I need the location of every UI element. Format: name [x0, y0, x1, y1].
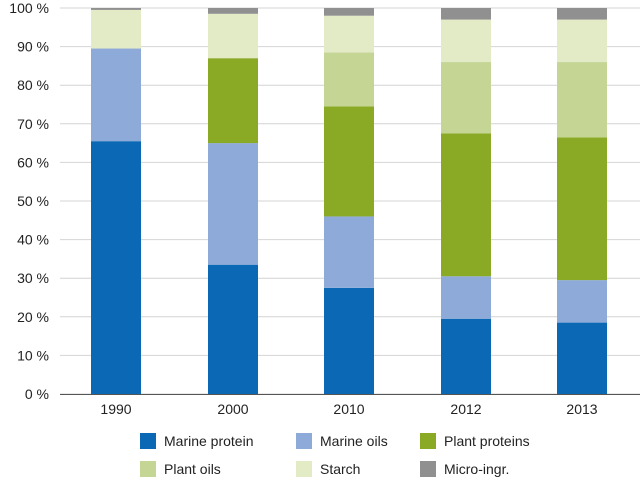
- bar-segment: [208, 58, 258, 144]
- legend-swatch: [296, 461, 312, 477]
- y-tick-label: 10 %: [17, 347, 49, 363]
- x-tick-label: 1990: [100, 401, 131, 417]
- legend-swatch: [420, 461, 436, 477]
- y-tick-label: 50 %: [17, 193, 49, 209]
- bar-segment: [208, 264, 258, 394]
- bar-segment: [208, 143, 258, 265]
- y-tick-label: 40 %: [17, 232, 49, 248]
- legend-swatch: [296, 433, 312, 449]
- bar-segment: [91, 48, 141, 142]
- bar-segment: [441, 8, 491, 20]
- bar-segment: [441, 19, 491, 63]
- legend-label: Micro-ingr.: [444, 461, 509, 477]
- y-tick-label: 90 %: [17, 39, 49, 55]
- y-tick-label: 80 %: [17, 77, 49, 93]
- bar-segment: [441, 318, 491, 394]
- bar-segment: [557, 62, 607, 138]
- bar-segment: [324, 106, 374, 217]
- bar-segment: [557, 322, 607, 394]
- bar-segment: [557, 137, 607, 281]
- bar-segment: [91, 8, 141, 10]
- y-tick-label: 30 %: [17, 270, 49, 286]
- x-tick-label: 2012: [450, 401, 481, 417]
- bar-segment: [208, 8, 258, 14]
- bar-segment: [91, 9, 141, 49]
- bar-segment: [441, 133, 491, 277]
- bar-segment: [324, 287, 374, 394]
- bar-segment: [557, 19, 607, 63]
- bar-segment: [208, 13, 258, 59]
- legend-swatch: [140, 433, 156, 449]
- bar-segment: [91, 141, 141, 394]
- bar-segment: [324, 15, 374, 53]
- bar-segment: [557, 8, 607, 20]
- y-tick-label: 0 %: [25, 386, 49, 402]
- x-tick-label: 2000: [217, 401, 248, 417]
- y-tick-label: 100 %: [9, 0, 49, 16]
- bar-segment: [324, 52, 374, 107]
- y-tick-label: 20 %: [17, 309, 49, 325]
- bar-segment: [441, 276, 491, 319]
- bar-segment: [324, 8, 374, 16]
- bar-segment: [441, 62, 491, 134]
- x-tick-label: 2010: [333, 401, 364, 417]
- legend-label: Plant proteins: [444, 433, 530, 449]
- x-tick-label: 2013: [566, 401, 597, 417]
- bar-segment: [557, 280, 607, 323]
- y-tick-label: 70 %: [17, 116, 49, 132]
- legend-swatch: [420, 433, 436, 449]
- bar-segment: [324, 216, 374, 288]
- legend-label: Plant oils: [164, 461, 221, 477]
- legend-label: Marine protein: [164, 433, 254, 449]
- y-tick-label: 60 %: [17, 154, 49, 170]
- legend-label: Marine oils: [320, 433, 388, 449]
- legend-label: Starch: [320, 461, 360, 477]
- legend-swatch: [140, 461, 156, 477]
